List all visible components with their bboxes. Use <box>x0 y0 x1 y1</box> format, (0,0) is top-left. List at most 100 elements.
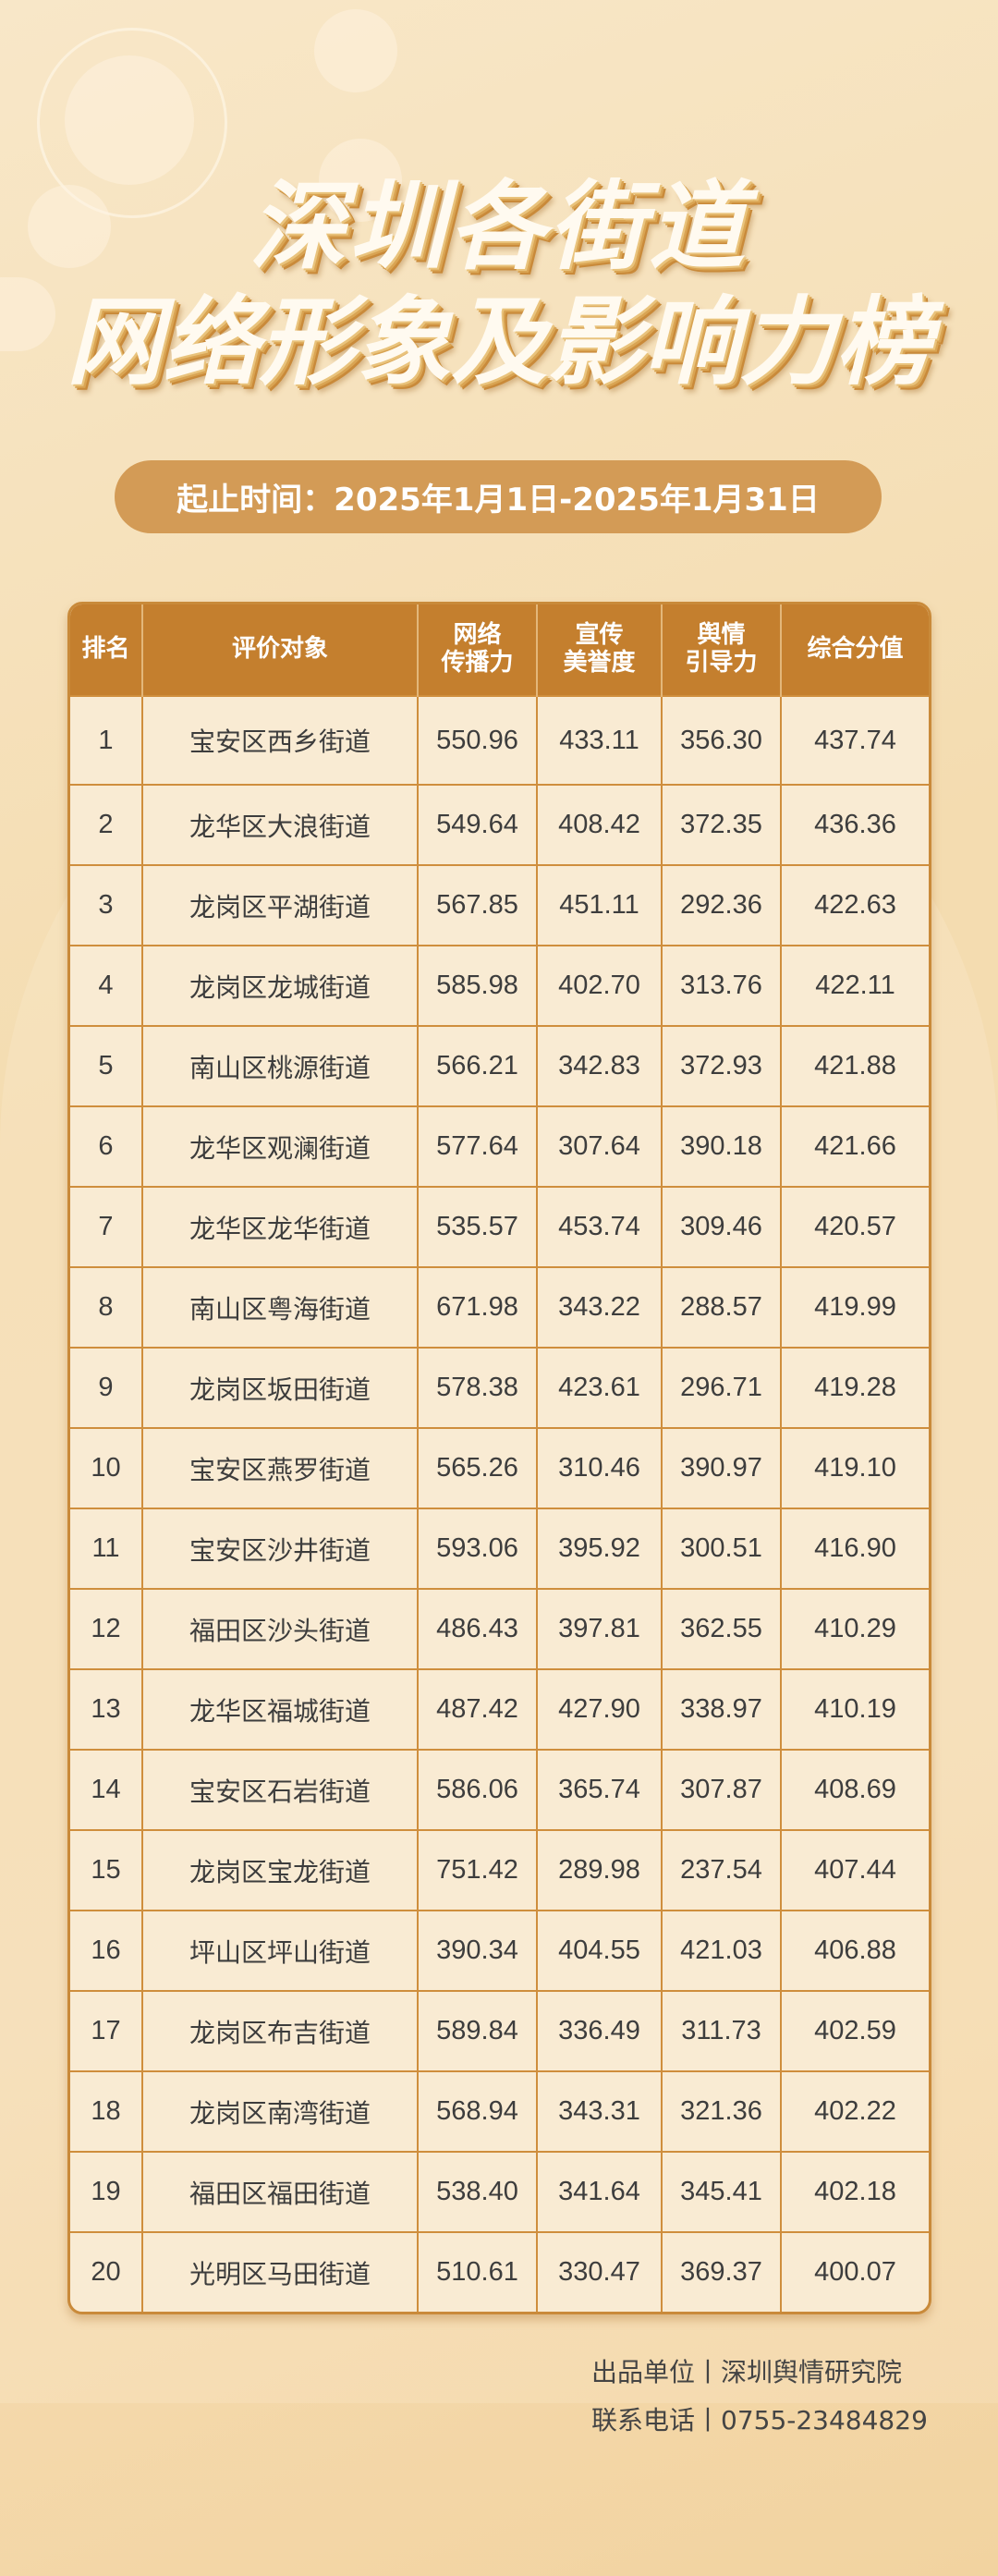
rank-cell: 11 <box>70 1508 143 1589</box>
guidance-cell: 372.93 <box>662 1025 782 1106</box>
guidance-cell: 309.46 <box>662 1186 782 1267</box>
header-rank: 排名 <box>70 604 143 696</box>
rank-cell: 2 <box>70 784 143 865</box>
spread-cell: 535.57 <box>418 1186 538 1267</box>
table-row: 8 南山区粤海街道 671.98 343.22 288.57 419.99 <box>70 1266 929 1348</box>
guidance-cell: 369.37 <box>662 2231 782 2312</box>
reputation-cell: 307.64 <box>537 1105 663 1187</box>
reputation-cell: 330.47 <box>537 2231 663 2312</box>
rank-cell: 12 <box>70 1588 143 1669</box>
score-cell: 400.07 <box>781 2231 929 2312</box>
guidance-cell: 338.97 <box>662 1668 782 1750</box>
spread-cell: 566.21 <box>418 1025 538 1106</box>
score-cell: 419.28 <box>781 1347 929 1428</box>
table-row: 7 龙华区龙华街道 535.57 453.74 309.46 420.57 <box>70 1186 929 1267</box>
table-row: 3 龙岗区平湖街道 567.85 451.11 292.36 422.63 <box>70 864 929 946</box>
rank-cell: 3 <box>70 864 143 946</box>
header-target: 评价对象 <box>142 604 419 696</box>
name-cell: 宝安区燕罗街道 <box>142 1427 419 1508</box>
table-row: 18 龙岗区南湾街道 568.94 343.31 321.36 402.22 <box>70 2070 929 2152</box>
header-reputation: 宣传 美誉度 <box>537 604 663 696</box>
spread-cell: 593.06 <box>418 1508 538 1589</box>
rank-cell: 5 <box>70 1025 143 1106</box>
reputation-cell: 310.46 <box>537 1427 663 1508</box>
name-cell: 龙岗区布吉街道 <box>142 1990 419 2071</box>
reputation-cell: 343.22 <box>537 1266 663 1348</box>
name-cell: 福田区沙头街道 <box>142 1588 419 1669</box>
guidance-cell: 345.41 <box>662 2151 782 2232</box>
name-cell: 龙华区观澜街道 <box>142 1105 419 1187</box>
score-cell: 421.66 <box>781 1105 929 1187</box>
score-cell: 419.10 <box>781 1427 929 1508</box>
table-row: 20 光明区马田街道 510.61 330.47 369.37 400.07 <box>70 2231 929 2312</box>
guidance-cell: 288.57 <box>662 1266 782 1348</box>
table-row: 17 龙岗区布吉街道 589.84 336.49 311.73 402.59 <box>70 1990 929 2071</box>
rank-cell: 8 <box>70 1266 143 1348</box>
rank-cell: 7 <box>70 1186 143 1267</box>
name-cell: 南山区粤海街道 <box>142 1266 419 1348</box>
name-cell: 龙岗区平湖街道 <box>142 864 419 946</box>
guidance-cell: 311.73 <box>662 1990 782 2071</box>
reputation-cell: 395.92 <box>537 1508 663 1589</box>
score-cell: 402.18 <box>781 2151 929 2232</box>
spread-cell: 510.61 <box>418 2231 538 2312</box>
name-cell: 龙岗区龙城街道 <box>142 945 419 1026</box>
reputation-cell: 365.74 <box>537 1749 663 1830</box>
guidance-cell: 390.97 <box>662 1427 782 1508</box>
name-cell: 宝安区沙井街道 <box>142 1508 419 1589</box>
spread-cell: 585.98 <box>418 945 538 1026</box>
rank-cell: 16 <box>70 1910 143 1991</box>
date-range-badge: 起止时间：2025年1月1日-2025年1月31日 <box>115 460 882 533</box>
score-cell: 402.22 <box>781 2070 929 2152</box>
reputation-cell: 341.64 <box>537 2151 663 2232</box>
spread-cell: 589.84 <box>418 1990 538 2071</box>
guidance-cell: 296.71 <box>662 1347 782 1428</box>
guidance-cell: 362.55 <box>662 1588 782 1669</box>
reputation-cell: 289.98 <box>537 1829 663 1911</box>
guidance-cell: 237.54 <box>662 1829 782 1911</box>
header-guidance: 舆情 引导力 <box>662 604 782 696</box>
rank-cell: 15 <box>70 1829 143 1911</box>
guidance-cell: 307.87 <box>662 1749 782 1830</box>
rank-cell: 18 <box>70 2070 143 2152</box>
reputation-cell: 336.49 <box>537 1990 663 2071</box>
score-cell: 422.63 <box>781 864 929 946</box>
guidance-cell: 300.51 <box>662 1508 782 1589</box>
name-cell: 龙华区龙华街道 <box>142 1186 419 1267</box>
rank-cell: 19 <box>70 2151 143 2232</box>
spread-cell: 486.43 <box>418 1588 538 1669</box>
name-cell: 龙岗区宝龙街道 <box>142 1829 419 1911</box>
guidance-cell: 313.76 <box>662 945 782 1026</box>
name-cell: 南山区桃源街道 <box>142 1025 419 1106</box>
reputation-cell: 453.74 <box>537 1186 663 1267</box>
cloud-download-icon <box>28 185 111 268</box>
score-cell: 402.59 <box>781 1990 929 2071</box>
spread-cell: 568.94 <box>418 2070 538 2152</box>
table-row: 15 龙岗区宝龙街道 751.42 289.98 237.54 407.44 <box>70 1829 929 1911</box>
table-row: 11 宝安区沙井街道 593.06 395.92 300.51 416.90 <box>70 1508 929 1589</box>
name-cell: 龙岗区坂田街道 <box>142 1347 419 1428</box>
table-row: 9 龙岗区坂田街道 578.38 423.61 296.71 419.28 <box>70 1347 929 1428</box>
score-cell: 436.36 <box>781 784 929 865</box>
rank-cell: 17 <box>70 1990 143 2071</box>
table-row: 16 坪山区坪山街道 390.34 404.55 421.03 406.88 <box>70 1910 929 1991</box>
score-cell: 421.88 <box>781 1025 929 1106</box>
spread-cell: 538.40 <box>418 2151 538 2232</box>
guidance-cell: 356.30 <box>662 695 782 785</box>
table-row: 14 宝安区石岩街道 586.06 365.74 307.87 408.69 <box>70 1749 929 1830</box>
reputation-cell: 433.11 <box>537 695 663 785</box>
table-row: 13 龙华区福城街道 487.42 427.90 338.97 410.19 <box>70 1668 929 1750</box>
table-row: 4 龙岗区龙城街道 585.98 402.70 313.76 422.11 <box>70 945 929 1026</box>
score-cell: 437.74 <box>781 695 929 785</box>
table-row: 19 福田区福田街道 538.40 341.64 345.41 402.18 <box>70 2151 929 2232</box>
decorative-circle <box>37 28 227 218</box>
rank-cell: 9 <box>70 1347 143 1428</box>
title-line-1: 深圳各街道 <box>249 170 748 283</box>
rank-cell: 14 <box>70 1749 143 1830</box>
score-cell: 408.69 <box>781 1749 929 1830</box>
producer-label: 出品单位丨深圳舆情研究院 <box>591 2357 903 2387</box>
score-cell: 422.11 <box>781 945 929 1026</box>
table-row: 5 南山区桃源街道 566.21 342.83 372.93 421.88 <box>70 1025 929 1106</box>
table-header-row: 排名 评价对象 网络 传播力 宣传 美誉度 舆情 引导力 综合分值 <box>70 604 929 696</box>
guidance-cell: 421.03 <box>662 1910 782 1991</box>
